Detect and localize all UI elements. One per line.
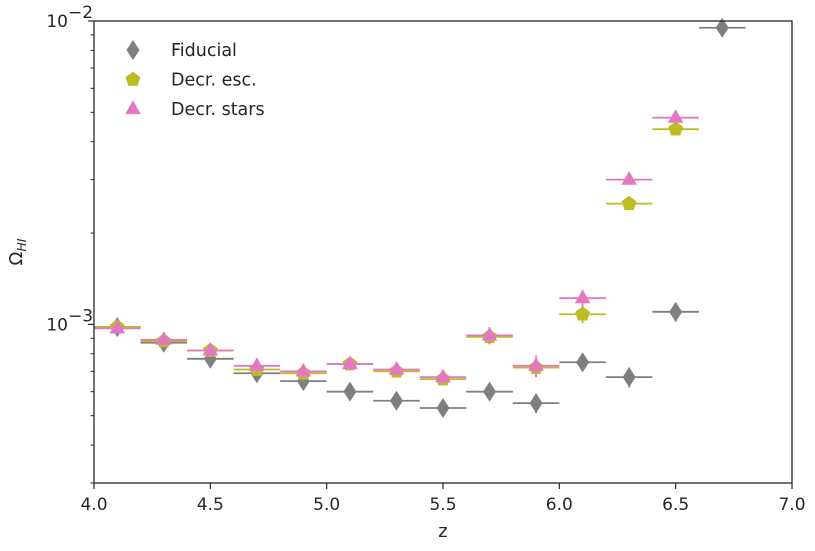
data-point xyxy=(389,390,403,411)
data-point xyxy=(295,362,312,377)
data-point xyxy=(388,360,405,375)
data-point xyxy=(667,109,684,123)
series-3 xyxy=(94,109,699,384)
data-point xyxy=(202,342,219,356)
x-tick-label: 5.0 xyxy=(313,495,340,515)
data-point xyxy=(249,357,265,371)
data-point xyxy=(575,306,591,321)
y-tick-label: 10 xyxy=(46,315,68,335)
y-tick-label: 10 xyxy=(46,12,68,32)
data-point xyxy=(576,352,590,373)
y-axis-label: ΩHI xyxy=(6,238,29,265)
x-tick-label: 6.0 xyxy=(546,495,573,515)
data-point xyxy=(109,319,126,334)
legend-item: Decr. stars xyxy=(125,100,265,120)
y-axis-label-main: Ω xyxy=(6,251,27,265)
data-point xyxy=(343,381,357,402)
diamond-icon xyxy=(126,40,140,60)
legend-item: Fiducial xyxy=(126,40,237,61)
legend-label: Decr. esc. xyxy=(171,71,257,91)
x-axis-label: z xyxy=(438,521,447,542)
data-layer xyxy=(94,17,746,419)
data-point xyxy=(621,195,637,210)
pentagon-icon xyxy=(125,71,141,86)
data-point xyxy=(155,331,172,345)
data-point xyxy=(436,398,450,419)
ticks-layer: 4.0 4.5 5.0 5.5 6.0 6.5 7.010−310−2 xyxy=(46,3,805,515)
legend: Fiducial Decr. esc. Decr. stars xyxy=(125,40,265,120)
data-point xyxy=(483,381,497,402)
x-tick-label: 5.5 xyxy=(429,495,456,515)
data-point xyxy=(669,301,683,322)
data-point xyxy=(621,171,637,185)
legend-label: Decr. stars xyxy=(171,100,265,120)
data-point xyxy=(481,326,498,341)
data-point xyxy=(435,368,451,383)
x-tick-label: 4.0 xyxy=(80,495,107,515)
series-2 xyxy=(94,121,699,386)
data-point xyxy=(342,355,358,370)
data-point xyxy=(668,121,684,136)
data-point xyxy=(574,289,591,304)
data-point xyxy=(622,367,636,388)
triangle-icon xyxy=(125,100,141,115)
y-tick-exponent: −3 xyxy=(68,306,93,326)
data-point xyxy=(529,393,543,414)
data-point xyxy=(528,357,544,371)
x-tick-label: 6.5 xyxy=(662,495,689,515)
legend-item: Decr. esc. xyxy=(125,71,257,91)
legend-label: Fiducial xyxy=(171,41,237,61)
y-axis-label-sub: HI xyxy=(14,238,29,251)
y-tick-exponent: −2 xyxy=(68,3,93,23)
x-tick-label: 7.0 xyxy=(778,495,805,515)
data-point xyxy=(715,17,729,38)
x-tick-label: 4.5 xyxy=(197,495,224,515)
